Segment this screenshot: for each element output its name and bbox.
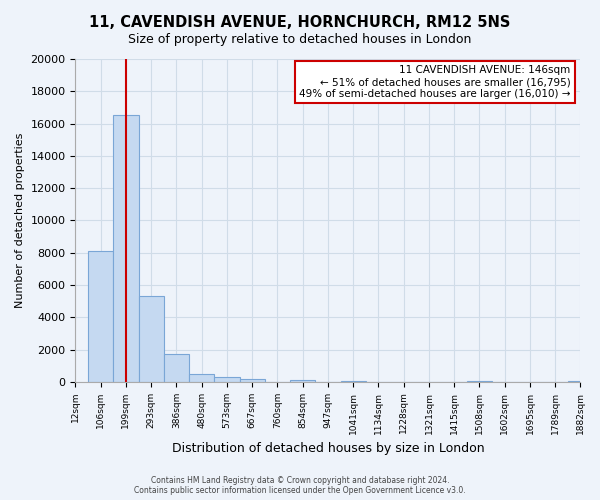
Y-axis label: Number of detached properties: Number of detached properties [15, 132, 25, 308]
Text: 11 CAVENDISH AVENUE: 146sqm
← 51% of detached houses are smaller (16,795)
49% of: 11 CAVENDISH AVENUE: 146sqm ← 51% of det… [299, 66, 571, 98]
Bar [139, 296, 164, 382]
Text: Contains HM Land Registry data © Crown copyright and database right 2024.
Contai: Contains HM Land Registry data © Crown c… [134, 476, 466, 495]
Bar [88, 251, 113, 382]
Bar [113, 116, 139, 382]
Bar [189, 374, 214, 382]
Bar [341, 380, 366, 382]
X-axis label: Distribution of detached houses by size in London: Distribution of detached houses by size … [172, 442, 484, 455]
Bar [239, 380, 265, 382]
Text: 11, CAVENDISH AVENUE, HORNCHURCH, RM12 5NS: 11, CAVENDISH AVENUE, HORNCHURCH, RM12 5… [89, 15, 511, 30]
Bar [568, 380, 593, 382]
Bar [214, 377, 239, 382]
Text: Size of property relative to detached houses in London: Size of property relative to detached ho… [128, 32, 472, 46]
Bar [164, 354, 189, 382]
Bar [290, 380, 316, 382]
Bar [467, 380, 492, 382]
